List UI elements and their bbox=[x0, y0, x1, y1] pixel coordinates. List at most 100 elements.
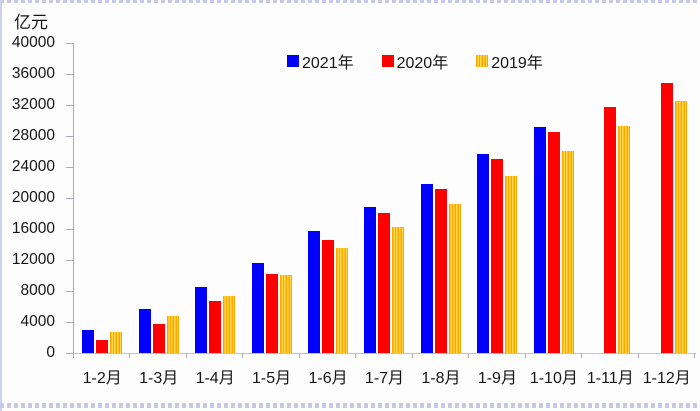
x-label-1-12月: 1-12月 bbox=[642, 370, 691, 387]
x-axis-line bbox=[73, 353, 696, 354]
bar-2019-1-2月 bbox=[110, 332, 123, 353]
legend-swatch-icon bbox=[476, 55, 489, 67]
x-label-1-9月: 1-9月 bbox=[477, 370, 517, 387]
x-label-1-5月: 1-5月 bbox=[252, 370, 292, 387]
y-tick-label-0: 0 bbox=[46, 344, 55, 361]
bar-2019-1-12月 bbox=[674, 100, 687, 353]
x-label-1-8月: 1-8月 bbox=[421, 370, 461, 387]
bar-group-1-4月 bbox=[187, 43, 243, 353]
bar-2021-1-5月 bbox=[251, 263, 264, 353]
bar-2020-1-4月 bbox=[209, 300, 222, 353]
x-label-1-3月: 1-3月 bbox=[139, 370, 179, 387]
bar-group-1-3月 bbox=[130, 43, 186, 353]
y-tick-label-20000: 20000 bbox=[11, 189, 55, 206]
bar-2019-1-11月 bbox=[618, 125, 631, 353]
bar-group-1-7月 bbox=[356, 43, 412, 353]
y-tick-mark bbox=[66, 136, 73, 137]
x-tick-mark bbox=[129, 353, 131, 358]
y-tick-mark bbox=[66, 198, 73, 199]
y-tick-label-32000: 32000 bbox=[11, 96, 55, 113]
y-tick-label-24000: 24000 bbox=[11, 158, 55, 175]
bar-2020-1-9月 bbox=[491, 159, 504, 353]
bar-2021-1-10月 bbox=[533, 127, 546, 353]
y-tick-mark bbox=[66, 260, 73, 261]
bar-2019-1-3月 bbox=[166, 315, 179, 353]
plot-area bbox=[74, 43, 695, 353]
y-tick-label-8000: 8000 bbox=[20, 282, 55, 299]
y-tick-label-36000: 36000 bbox=[11, 65, 55, 82]
bar-2021-1-2月 bbox=[82, 330, 95, 353]
x-label-1-11月: 1-11月 bbox=[586, 370, 634, 387]
y-tick-mark bbox=[66, 74, 73, 75]
y-tick-label-4000: 4000 bbox=[20, 313, 55, 330]
bar-2021-1-8月 bbox=[420, 184, 433, 353]
bar-2020-1-11月 bbox=[604, 107, 617, 353]
x-label-1-6月: 1-6月 bbox=[308, 370, 348, 387]
x-label-1-10月: 1-10月 bbox=[529, 370, 578, 387]
bar-2019-1-5月 bbox=[279, 275, 292, 353]
bar-2020-1-12月 bbox=[660, 83, 673, 353]
legend-item-2021: 2021年 bbox=[287, 49, 354, 73]
y-tick-label-28000: 28000 bbox=[11, 127, 55, 144]
legend-item-2020: 2020年 bbox=[381, 49, 449, 73]
y-tick-mark bbox=[66, 229, 73, 230]
bar-group-1-6月 bbox=[300, 43, 356, 353]
x-tick-mark bbox=[468, 353, 470, 358]
bar-2019-1-4月 bbox=[223, 295, 236, 353]
y-tick-mark bbox=[66, 322, 73, 323]
y-tick-label-16000: 16000 bbox=[11, 220, 55, 237]
legend-swatch-icon bbox=[287, 55, 299, 67]
bar-2020-1-8月 bbox=[434, 188, 447, 353]
x-label-1-4月: 1-4月 bbox=[195, 370, 235, 387]
x-tick-mark bbox=[524, 353, 526, 358]
chart-legend: 2021年 2020年 2019年 bbox=[287, 49, 543, 73]
bar-2019-1-10月 bbox=[561, 150, 574, 353]
legend-item-2019: 2019年 bbox=[476, 49, 543, 73]
bar-group-1-12月 bbox=[639, 43, 695, 353]
bar-2020-1-7月 bbox=[378, 213, 391, 353]
selection-border-left bbox=[0, 0, 2, 411]
y-tick-mark bbox=[66, 43, 73, 44]
x-label-1-2月: 1-2月 bbox=[82, 370, 122, 387]
x-tick-mark bbox=[411, 353, 413, 358]
x-label-1-7月: 1-7月 bbox=[364, 370, 405, 387]
x-tick-mark bbox=[185, 353, 187, 358]
y-tick-mark bbox=[66, 167, 73, 168]
bar-2021-1-3月 bbox=[138, 308, 151, 353]
bar-2021-1-9月 bbox=[477, 153, 490, 353]
x-tick-mark bbox=[637, 353, 639, 358]
y-axis-line bbox=[73, 43, 74, 353]
bar-2019-1-8月 bbox=[448, 203, 461, 353]
selection-border-bottom bbox=[0, 403, 700, 408]
bar-group-1-2月 bbox=[74, 43, 130, 353]
selection-border-top bbox=[0, 0, 700, 3]
bar-2020-1-6月 bbox=[322, 240, 335, 353]
bar-2020-1-5月 bbox=[265, 273, 278, 353]
y-tick-mark bbox=[66, 353, 73, 354]
legend-label: 2021年 bbox=[302, 55, 354, 72]
bar-2020-1-2月 bbox=[96, 339, 109, 353]
x-tick-mark bbox=[242, 353, 244, 358]
y-axis-unit-label: 亿元 bbox=[14, 13, 48, 32]
bar-2019-1-6月 bbox=[336, 247, 349, 353]
x-tick-mark bbox=[298, 353, 300, 358]
bar-2020-1-3月 bbox=[152, 324, 165, 353]
legend-label: 2020年 bbox=[396, 55, 449, 72]
x-tick-mark bbox=[355, 353, 357, 358]
y-tick-mark bbox=[66, 105, 73, 106]
x-tick-mark bbox=[581, 353, 583, 358]
bar-2019-1-7月 bbox=[392, 226, 405, 353]
bar-2021-1-4月 bbox=[195, 286, 208, 353]
bar-group-1-5月 bbox=[243, 43, 299, 353]
bar-group-1-11月 bbox=[582, 43, 638, 353]
x-tick-mark bbox=[694, 353, 695, 358]
bar-group-1-10月 bbox=[526, 43, 582, 353]
legend-swatch-icon bbox=[381, 55, 394, 67]
y-tick-label-12000: 12000 bbox=[11, 251, 55, 268]
x-axis-category-labels: 1-2月 1-3月 1-4月 1-5月 1-6月 1-7月 1-8月 1-9月 1-10月 1-1… bbox=[74, 364, 695, 388]
legend-label: 2019年 bbox=[491, 55, 543, 72]
y-tick-mark bbox=[66, 291, 73, 292]
bar-2020-1-10月 bbox=[547, 131, 560, 353]
bar-group-1-8月 bbox=[413, 43, 469, 353]
